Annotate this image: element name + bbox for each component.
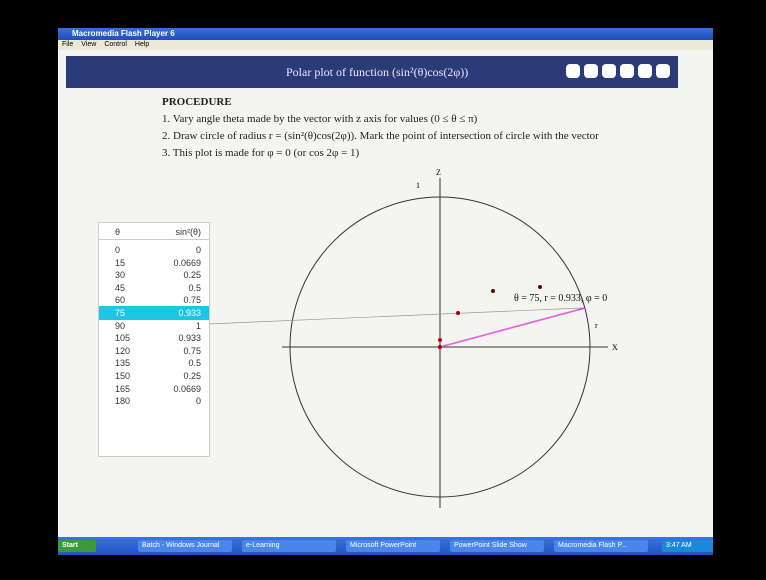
forward-button[interactable] — [638, 64, 652, 78]
x-label: X — [612, 343, 618, 352]
task-item[interactable]: e-Learning — [242, 540, 336, 552]
task-item[interactable]: Microsoft PowerPoint — [346, 540, 440, 552]
table-cell: 150 — [115, 371, 131, 381]
table-row[interactable]: 105 0.933 — [99, 331, 209, 345]
point — [538, 285, 542, 289]
table-cell: 0.933 — [178, 333, 201, 344]
table: θ sin²(θ) 0 0 15 0.0669 30 0.25 45 0.5 60 0.75 75 0.… — [98, 222, 210, 457]
table-cell: 0.0669 — [173, 257, 201, 268]
table-cell: 45 — [115, 282, 126, 293]
vector-2 — [439, 309, 579, 348]
table-cell: 135 — [115, 358, 131, 369]
table-cell: 120 — [115, 345, 131, 356]
last-button[interactable] — [656, 64, 670, 78]
table-cell: 1 — [195, 320, 201, 331]
table-cell: 180 — [115, 396, 131, 407]
start-button[interactable]: Start — [58, 540, 96, 552]
table-row[interactable]: 120 0.75 — [99, 344, 209, 358]
procedure-heading: PROCEDURE — [162, 96, 232, 108]
table-cell: 0.25 — [183, 371, 201, 381]
screen: Macromedia Flash Player 6 File View Contro… — [58, 28, 713, 555]
start-label: Start — [62, 542, 78, 549]
table-cell: 0.933 — [178, 308, 201, 318]
pointer-line — [207, 307, 583, 325]
table-row[interactable]: 150 0.25 — [99, 369, 209, 383]
table-cell: 0.0669 — [173, 383, 201, 394]
point — [456, 311, 460, 315]
procedure: PROCEDURE 1. Vary angle theta made by th… — [162, 94, 599, 162]
task-item[interactable]: PowerPoint Slide Show — [450, 540, 544, 552]
point — [491, 289, 495, 293]
table-cell: 0.75 — [183, 295, 201, 306]
table-row[interactable]: 135 0.5 — [99, 356, 209, 370]
table-cell: 15 — [115, 257, 126, 268]
table-cell: 60 — [115, 295, 126, 306]
origin — [438, 345, 442, 349]
stop-button[interactable] — [602, 64, 616, 78]
menu-item[interactable]: View — [81, 41, 97, 48]
table-row[interactable]: 30 0.25 — [99, 268, 209, 282]
play-button[interactable] — [620, 64, 634, 78]
table-cell: 0.5 — [188, 282, 201, 293]
procedure-step: 2. Draw circle of radius r = (sin²(θ)cos… — [162, 130, 599, 142]
menu-item[interactable]: Control — [104, 41, 127, 48]
table-cell: 165 — [115, 383, 131, 394]
taskbar: Start 3:47 AM Batch - Windows Journal e-L… — [58, 537, 713, 555]
z-label: Z — [436, 168, 441, 177]
table-row[interactable]: 75 0.933 — [99, 306, 209, 320]
banner-title: Polar plot of function (sin²(θ)cos(2φ)) — [286, 65, 469, 79]
table-row[interactable]: 90 1 — [99, 319, 209, 333]
table-cell: 0 — [195, 245, 201, 255]
table-cell: 90 — [115, 320, 126, 331]
table-row[interactable]: 15 0.0669 — [99, 256, 209, 270]
menu-item[interactable]: File — [62, 41, 74, 48]
title-bar: Macromedia Flash Player 6 — [58, 28, 713, 40]
menu-bar: File View Control Help — [58, 40, 713, 50]
table-cell: 0.25 — [183, 270, 201, 281]
table-cell: 0.75 — [183, 345, 201, 356]
table-cell: 30 — [115, 270, 126, 281]
readout: θ = 75, r = 0.933, φ = 0 — [514, 293, 607, 304]
r-label: r — [595, 321, 598, 330]
table-cell: 105 — [115, 333, 131, 344]
table-cell: 0.5 — [188, 358, 201, 369]
procedure-step: 1. Vary angle theta made by the vector w… — [162, 113, 478, 125]
table-row[interactable]: 180 0 — [99, 394, 209, 408]
table-row[interactable]: 60 0.75 — [99, 293, 209, 307]
table-cell: 0 — [195, 396, 201, 407]
header-cell: θ — [115, 227, 121, 237]
procedure-step: 3. This plot is made for φ = 0 (or cos 2… — [162, 147, 360, 159]
window-title: Macromedia Flash Player 6 — [72, 29, 175, 38]
task-item[interactable]: Batch - Windows Journal — [138, 540, 232, 552]
table-header: θ sin²(θ) — [99, 225, 209, 240]
banner: Polar plot of function (sin²(θ)cos(2φ)) — [66, 56, 678, 88]
menu-item[interactable]: Help — [134, 41, 150, 48]
point — [438, 338, 442, 342]
unit-label: 1 — [416, 181, 420, 190]
table-cell: 0 — [115, 245, 121, 255]
table-row[interactable]: 165 0.0669 — [99, 382, 209, 396]
back-button[interactable] — [584, 64, 598, 78]
clock: 3:47 AM — [666, 542, 692, 549]
task-item[interactable]: Macromedia Flash P... — [554, 540, 648, 552]
header-cell: sin²(θ) — [175, 227, 201, 237]
tray: 3:47 AM — [662, 540, 713, 552]
table-cell: 75 — [115, 308, 126, 318]
table-row[interactable]: 45 0.5 — [99, 281, 209, 295]
first-button[interactable] — [566, 64, 580, 78]
polar-plot: Z X 1 r θ = 75, r = 0.933, φ = 0 — [207, 168, 618, 508]
